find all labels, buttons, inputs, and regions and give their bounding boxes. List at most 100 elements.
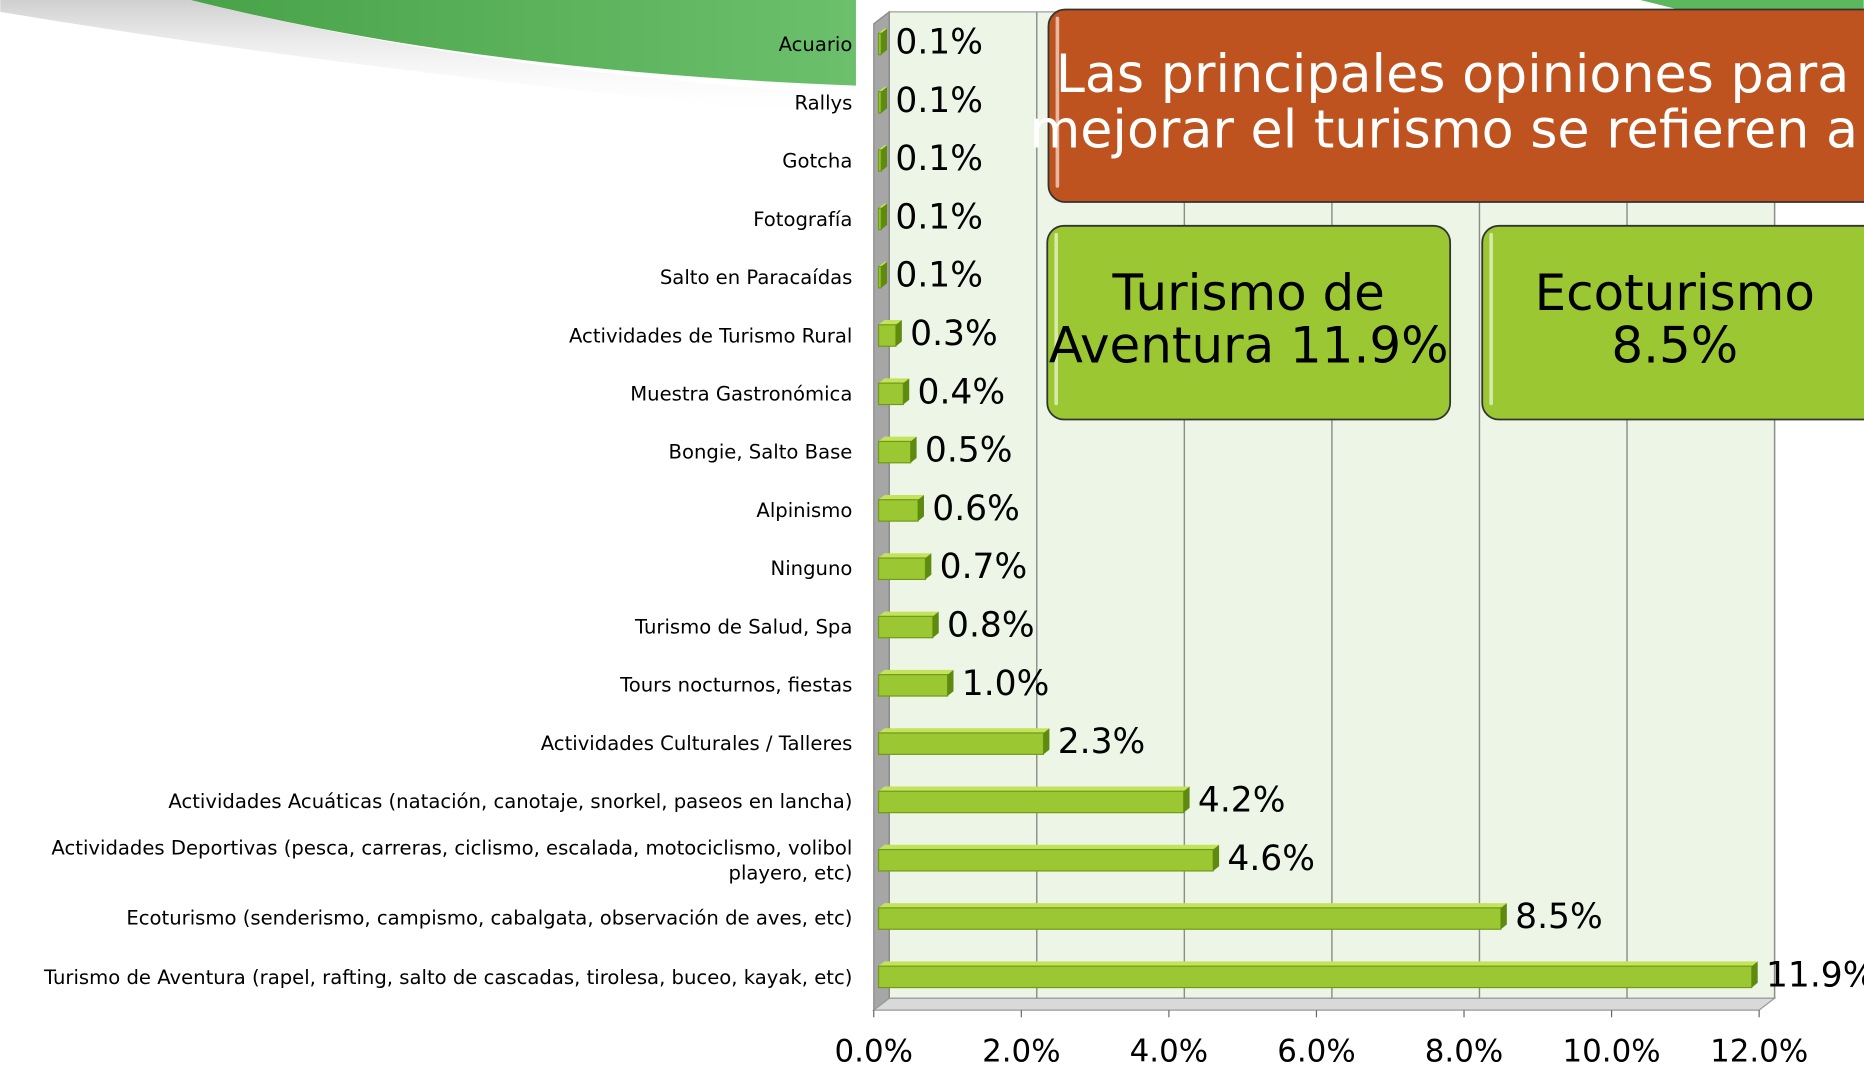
y-label-box: Bongie, Salto Base [668,440,853,464]
callout-box [1046,224,1452,421]
bar-top [878,786,1190,792]
callout-highlight [1055,16,1060,188]
value-label: 0.1% [895,139,983,179]
y-label-box: Ecoturismo (senderismo, campismo, cabalg… [126,907,852,930]
bar [877,557,927,581]
y-label-box: Gotcha [782,149,853,172]
y-label-box: Turismo de Salud, Spa [634,615,853,639]
callout-text: Aventura 11.9% [1049,316,1449,374]
decor-swoosh [0,0,856,86]
bar-top [878,611,939,617]
y-label-box: Tours nocturnos, fiestas [620,674,853,697]
bar [877,32,882,56]
callout-box [1047,8,1864,203]
bar [877,440,912,464]
value-label: 2.3% [1058,722,1146,762]
y-tick-label: Salto en Paracaídas [659,265,853,289]
callout-highlight [1054,232,1058,406]
value-label: 4.6% [1227,839,1315,879]
bar-side [925,553,932,580]
value-label: 0.3% [910,314,998,354]
bar-top [878,28,888,34]
bar-side [895,320,902,347]
bar [877,732,1045,755]
value-label: 0.1% [895,22,983,62]
value-label: 0.4% [918,372,1006,412]
x-tick-label: 0.0% [835,1033,913,1066]
y-tick-label: Bongie, Salto Base [668,440,853,464]
bar-top [878,669,954,675]
value-label: 0.1% [895,81,983,121]
y-label-box: Turismo de Aventura (rapel, rafting, sal… [43,965,853,989]
x-tick-label: 4.0% [1130,1033,1208,1066]
bar-top [878,378,910,384]
bar [877,149,882,172]
y-label-box: Fotografía [753,207,853,231]
value-label: 0.1% [895,197,983,237]
bar-top [878,436,917,442]
floor [872,997,1777,1011]
y-tick-label: Turismo de Aventura (rapel, rafting, sal… [43,965,853,989]
value-label: 8.5% [1515,897,1603,937]
bar-top [878,494,924,500]
y-tick-label: Actividades Acuáticas (natación, canotaj… [168,790,853,814]
x-tick-label: 10.0% [1563,1033,1661,1066]
bar-side [903,378,910,405]
y-tick-label: Muestra Gastronómica [630,382,853,406]
callout-highlight [1489,232,1493,406]
x-tick-label: 6.0% [1277,1033,1355,1066]
bar-side [918,494,924,522]
bar-side [881,28,888,55]
bar [877,324,897,347]
y-tick-label: Rallys [794,90,853,114]
bar-top [878,145,888,150]
bar-side [910,436,917,463]
y-label-box: Muestra Gastronómica [630,382,853,406]
y-label-box: Actividades de Turismo Rural [568,324,853,347]
bar-side [881,145,888,172]
bar-top [878,961,1758,967]
y-tick-label: Gotcha [782,149,853,172]
bar [877,382,904,406]
callout-text: Turismo de [1112,264,1385,322]
bar-top [878,86,888,92]
y-tick-label: Tours nocturnos, fiestas [620,674,853,697]
y-tick-label: Turismo de Salud, Spa [634,615,853,639]
x-tick-label: 8.0% [1425,1033,1503,1066]
bar [877,674,949,697]
bar-side [881,86,888,113]
bar [877,615,934,639]
bar [877,499,919,522]
bar-side [881,261,888,288]
bar-top [878,261,888,267]
bar [877,265,882,289]
y-tick-label: Acuario [778,32,853,56]
y-label-box: Rallys [794,90,853,114]
bar-side [947,669,954,697]
bar-top [878,903,1507,908]
value-label: 4.2% [1198,780,1286,820]
bar-side [1751,961,1758,988]
bar-top [878,320,902,325]
x-tick-label: 2.0% [982,1033,1060,1066]
callout-text: mejorar el turismo se refieren a: [1029,100,1864,161]
callout-text: 8.5% [1611,316,1738,374]
bar [877,207,882,231]
bar-top [878,844,1220,850]
y-tick-label: Actividades de Turismo Rural [568,324,853,347]
value-label: 1.0% [962,664,1050,704]
y-label-box: Actividades Acuáticas (natación, canotaj… [168,790,853,814]
value-label: 11.9% [1766,955,1864,995]
bar-side [881,203,888,230]
y-label-box: Actividades Culturales / Talleres [541,732,853,755]
bar-top [878,728,1050,733]
y-tick-label: Actividades Deportivas (pesca, carreras,… [51,836,853,885]
y-tick-label: Fotografía [753,207,853,231]
callout-box [1481,224,1864,421]
bar-side [932,611,939,638]
y-label-box: Alpinismo [756,499,852,522]
bar [877,790,1185,814]
bar-side [1183,786,1190,813]
